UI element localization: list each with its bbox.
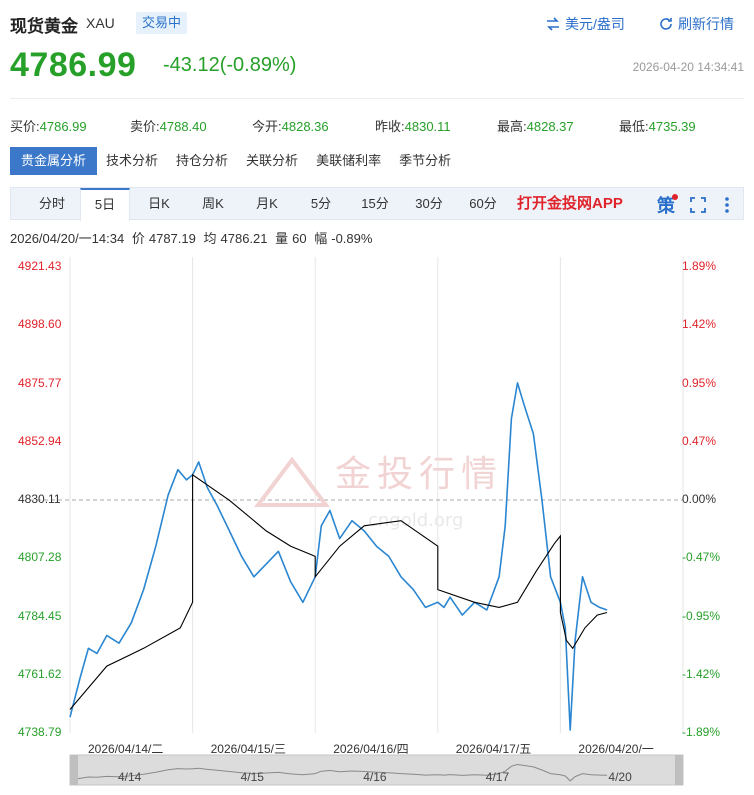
y-tick-right: 0.95%: [682, 375, 717, 390]
info-range: -0.89%: [331, 231, 373, 246]
watermark-text: 金投行情: [335, 454, 503, 495]
symbol-code: XAU: [86, 15, 115, 31]
tf-15min[interactable]: 15分: [361, 196, 389, 211]
stat-high: 最高:4828.37: [497, 119, 574, 134]
strategy-button[interactable]: 策: [655, 194, 678, 216]
tab-fed-rate[interactable]: 美联储利率: [316, 153, 382, 168]
y-tick-left: 4807.28: [18, 550, 62, 565]
info-datetime: 2026/04/20/一14:34: [10, 231, 125, 246]
y-tick-left: 4761.62: [18, 666, 62, 681]
info-range-label: 幅: [314, 231, 328, 246]
stat-ask: 卖价:4788.40: [130, 119, 207, 134]
tf-5min[interactable]: 5分: [310, 196, 332, 211]
y-tick-right: -0.95%: [682, 608, 721, 623]
navigator-label: 4/16: [363, 770, 387, 784]
tab-technical-analysis[interactable]: 技术分析: [106, 153, 159, 168]
info-avg: 4786.21: [220, 231, 268, 246]
y-tick-right: -1.42%: [682, 666, 721, 681]
y-tick-left: 4784.45: [18, 608, 62, 623]
strategy-icon: 策: [657, 196, 675, 216]
watermark-logo: [253, 456, 331, 507]
more-button[interactable]: [716, 194, 738, 216]
stat-prev-close: 昨收:4830.11: [375, 119, 451, 134]
timeframe-bar: 分时 5日 日K 周K 月K 5分 15分 30分 60分 打开金投网APP 策: [10, 187, 744, 221]
y-tick-left: 4738.79: [18, 725, 62, 739]
quote-timestamp: 2026-04-20 14:34:41: [632, 60, 744, 74]
tf-intraday[interactable]: 分时: [38, 196, 65, 211]
x-tick-label: 2026/04/17/五: [455, 742, 532, 756]
stat-low: 最低:4735.39: [619, 119, 696, 134]
y-tick-right: 1.89%: [682, 259, 717, 273]
y-tick-right: -1.89%: [682, 725, 721, 739]
stat-open: 今开:4828.36: [252, 119, 329, 134]
y-tick-left: 4875.77: [18, 375, 62, 390]
tf-weekly-k[interactable]: 周K: [202, 196, 224, 211]
x-tick-label: 2026/04/20/一: [578, 742, 654, 756]
navigator-label: 4/14: [118, 770, 142, 784]
unit-toggle-button[interactable]: 美元/盎司: [545, 14, 625, 34]
tab-position-analysis[interactable]: 持仓分析: [176, 153, 229, 168]
status-badge: 交易中: [136, 12, 188, 34]
y-tick-left: 4830.11: [18, 492, 61, 506]
x-tick-label: 2026/04/15/三: [210, 742, 286, 756]
y-tick-right: -0.47%: [682, 550, 721, 565]
quote-stats: 买价:4786.99 卖价:4788.40 今开:4828.36 昨收:4830…: [10, 116, 744, 134]
info-price: 4787.19: [148, 231, 196, 246]
header: 现货黄金 XAU 交易中 美元/盎司 刷新行情: [10, 10, 744, 40]
refresh-button[interactable]: 刷新行情: [658, 14, 734, 34]
price-line: [69, 382, 608, 731]
analysis-tabs: 贵金属分析 技术分析 持仓分析 关联分析 美联储利率 季节分析: [10, 147, 460, 175]
crosshair-info: 2026/04/20/一14:34 价 4787.19 均 4786.21 量 60 …: [10, 228, 376, 247]
navigator-label: 4/17: [485, 770, 510, 784]
info-vol: 60: [292, 231, 307, 246]
fullscreen-button[interactable]: [687, 194, 709, 216]
y-tick-left: 4852.94: [18, 433, 62, 448]
refresh-icon: [660, 18, 672, 30]
fullscreen-icon: [690, 197, 706, 213]
page-title: 现货黄金: [10, 17, 78, 36]
stat-bid: 买价:4786.99: [10, 119, 87, 134]
navigator-label: 4/20: [608, 770, 632, 784]
open-app-link[interactable]: 打开金投网APP: [517, 195, 623, 212]
tf-60min[interactable]: 60分: [469, 196, 497, 211]
navigator-line: [69, 763, 608, 782]
tf-daily-k[interactable]: 日K: [148, 196, 170, 211]
y-tick-right: 1.42%: [682, 317, 717, 332]
notification-dot: [672, 194, 678, 200]
tab-precious-metal-analysis[interactable]: 贵金属分析: [10, 147, 98, 175]
x-tick-label: 2026/04/14/二: [88, 742, 164, 756]
navigator-label: 4/15: [240, 770, 264, 784]
more-icon: [725, 197, 729, 213]
price-chart-svg: 金投行情 cngold.org: [30, 257, 684, 786]
divider: [10, 98, 744, 99]
watermark-url: cngold.org: [368, 510, 463, 531]
info-vol-label: 量: [275, 231, 289, 246]
price-row: 4786.99 -43.12(-0.89%) 2026-04-20 14:34:…: [10, 46, 744, 86]
x-tick-label: 2026/04/16/四: [333, 742, 409, 756]
tf-5day[interactable]: 5日: [80, 188, 130, 221]
y-tick-right: 0.00%: [682, 492, 717, 506]
y-tick-left: 4898.60: [18, 317, 62, 332]
price-change: -43.12(-0.89%): [163, 54, 297, 76]
average-line: [69, 473, 608, 710]
info-price-label: 价: [131, 231, 145, 246]
swap-icon: [547, 17, 559, 31]
navigator-handle-left: [70, 755, 78, 785]
navigator-handle-right: [675, 755, 683, 785]
y-tick-left: 4921.43: [18, 259, 62, 273]
current-price: 4786.99: [10, 46, 137, 84]
y-tick-right: 0.47%: [682, 433, 717, 448]
refresh-label: 刷新行情: [678, 16, 734, 32]
tab-seasonal-analysis[interactable]: 季节分析: [399, 153, 452, 168]
tf-30min[interactable]: 30分: [415, 196, 443, 211]
info-avg-label: 均: [203, 231, 217, 246]
tf-monthly-k[interactable]: 月K: [256, 196, 278, 211]
price-chart[interactable]: 金投行情 cngold.org 4921.43 1.89% 4898.60 1.42% 4…: [0, 250, 754, 795]
tab-correlation-analysis[interactable]: 关联分析: [246, 153, 299, 168]
unit-toggle-label: 美元/盎司: [565, 16, 625, 32]
